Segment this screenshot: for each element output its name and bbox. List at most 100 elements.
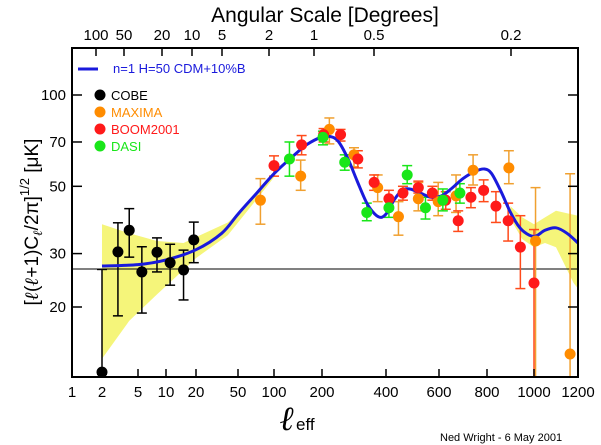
cobe-data-point — [123, 224, 135, 236]
plot-frame — [71, 47, 579, 378]
top-tick-label: 10 — [184, 27, 201, 44]
ylabel-mid-3: /2π] — [22, 196, 43, 230]
cobe-data-point — [151, 246, 163, 258]
maxima-error-bar — [565, 172, 576, 377]
legend-marker — [94, 123, 106, 135]
xlabel-sub: eff — [296, 415, 315, 434]
dasi-data-point — [339, 156, 351, 168]
boom2001-data-point — [502, 215, 514, 227]
ylabel-sup: 1/2 — [17, 178, 32, 196]
top-tick-label: 2 — [265, 27, 273, 44]
top-tick-label: 0.2 — [501, 27, 522, 44]
credit-text: Ned Wright - 6 May 2001 — [440, 432, 562, 444]
legend-marker — [94, 89, 106, 101]
top-tick-label: 0.5 — [364, 27, 385, 44]
cobe-data-point — [112, 246, 124, 258]
boom2001-data-point — [465, 191, 477, 203]
boom2001-data-point — [426, 187, 438, 199]
boom2001-data-point — [368, 176, 380, 188]
cobe-data-point — [136, 266, 148, 278]
maxima-data-point — [564, 348, 576, 360]
ylabel-mid-1: ( — [22, 285, 43, 292]
ylabel-ell-1: ℓ — [21, 292, 43, 300]
top-tick-label: 50 — [116, 27, 133, 44]
legend-label: DASI — [111, 139, 141, 154]
dasi-data-point — [361, 206, 373, 218]
legend: n=1 H=50 CDM+10%B COBE MAXIMA BOOM2001 DASI — [78, 61, 246, 154]
y-axis-ticks: 20 30 50 70 100 — [41, 87, 578, 316]
boom2001-data-point — [268, 160, 280, 172]
y-tick-label: 70 — [49, 134, 66, 151]
ylabel-open: [ — [22, 299, 43, 305]
ylabel-ell-2: ℓ — [21, 278, 43, 286]
dasi-data-point — [454, 187, 466, 199]
y-axis-label: [ℓ(ℓ+1)Cℓ/2π]1/2 [μK] — [17, 139, 46, 306]
uncertainty-band-high-l — [510, 206, 578, 289]
legend-entries: COBE MAXIMA BOOM2001 DASI — [94, 88, 180, 154]
boom2001-data-point — [490, 200, 502, 212]
dasi-data-point — [419, 202, 431, 214]
x-tick-label: 1 — [68, 384, 76, 401]
x-tick-label: 50 — [230, 384, 247, 401]
cobe-data-point — [188, 234, 200, 246]
ylabel-ell-sub: ℓ — [31, 230, 46, 236]
ylabel-mid-2: +1)C — [22, 236, 43, 278]
boom2001-data-point — [352, 153, 364, 165]
boom2001-data-point — [397, 187, 409, 199]
ylabel-unit: [μK] — [22, 139, 43, 178]
boom2001-data-point — [478, 184, 490, 196]
x-tick-label: 800 — [474, 384, 499, 401]
maxima-data-point — [254, 194, 266, 206]
svg-text:[ℓ(ℓ+1)Cℓ/2π]1/2 [μK]: [ℓ(ℓ+1)Cℓ/2π]1/2 [μK] — [17, 139, 46, 306]
maxima-data-point — [467, 164, 479, 176]
cobe-error-bar — [136, 245, 147, 314]
chart-title: Angular Scale [Degrees] — [211, 4, 439, 27]
maxima-data-point — [392, 211, 404, 223]
y-tick-label: 100 — [41, 87, 66, 104]
top-axis-ticks: 100 50 20 10 5 2 1 0.5 0.2 — [83, 27, 521, 56]
x-axis-ticks: 1 2 5 10 20 50 100 200 400 600 800 1000 1200 — [68, 369, 595, 401]
x-tick-label: 600 — [426, 384, 451, 401]
cobe-error-bar — [112, 222, 123, 317]
maxima-data-point — [295, 170, 307, 182]
legend-entry-dasi: DASI — [94, 139, 141, 154]
top-tick-label: 5 — [218, 27, 226, 44]
boom2001-error-bar — [529, 228, 539, 377]
top-tick-label: 100 — [83, 27, 108, 44]
y-tick-label: 30 — [49, 246, 66, 263]
y-tick-label: 50 — [49, 178, 66, 195]
top-tick-label: 20 — [154, 27, 171, 44]
x-tick-label: 2 — [98, 384, 106, 401]
dasi-data-point — [401, 169, 413, 181]
xlabel-ell: ℓ — [280, 399, 295, 439]
boom2001-data-point — [528, 277, 540, 289]
y-tick-label: 20 — [49, 299, 66, 316]
x-tick-label: 20 — [188, 384, 205, 401]
x-tick-label: 200 — [309, 384, 334, 401]
x-tick-label: 5 — [134, 384, 142, 401]
legend-entry-maxima: MAXIMA — [94, 105, 163, 120]
x-tick-label: 1000 — [517, 384, 550, 401]
x-tick-label: 100 — [261, 384, 286, 401]
boom2001-data-point — [514, 241, 526, 253]
boom2001-data-point — [296, 139, 308, 151]
legend-model-label: n=1 H=50 CDM+10%B — [113, 61, 246, 76]
boom2001-data-point — [383, 193, 395, 205]
x-axis-label: ℓ eff — [280, 399, 315, 439]
legend-marker — [94, 106, 106, 118]
x-tick-label: 10 — [158, 384, 175, 401]
cobe-data-point — [164, 257, 176, 269]
legend-entry-boom2001: BOOM2001 — [94, 122, 180, 137]
maxima-data-point — [412, 193, 424, 205]
x-tick-label: 1200 — [561, 384, 594, 401]
legend-entry-cobe: COBE — [94, 88, 148, 103]
legend-marker — [94, 140, 106, 152]
top-tick-label: 1 — [310, 27, 318, 44]
maxima-data-point — [530, 235, 542, 247]
boom2001-data-point — [452, 215, 464, 227]
cobe-data-point — [178, 264, 190, 276]
dasi-data-point — [383, 202, 395, 214]
maxima-data-point — [503, 162, 515, 174]
dasi-data-point — [283, 153, 295, 165]
